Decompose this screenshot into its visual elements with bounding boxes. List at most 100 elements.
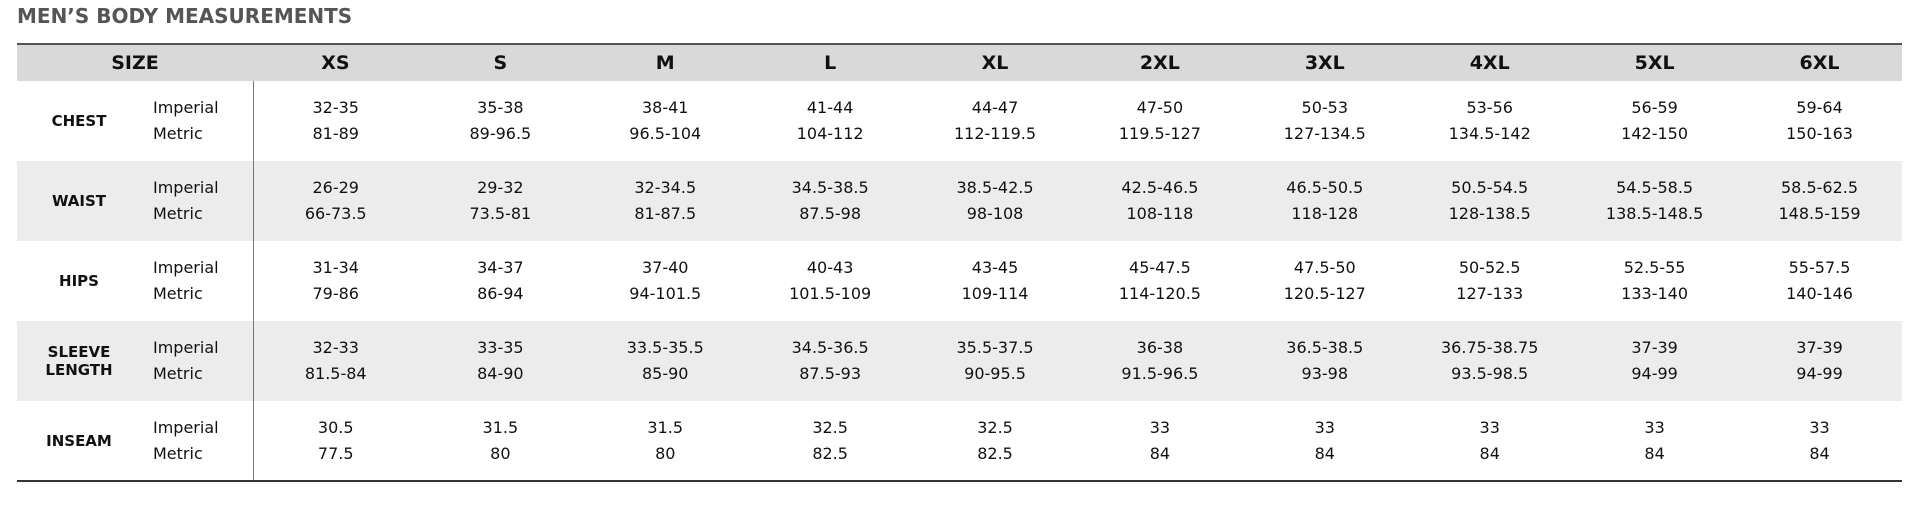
imperial-value: 34.5-36.5 — [791, 338, 869, 357]
value-cell: 32-33 81.5-84 — [253, 321, 418, 401]
metric-value: 127-133 — [1456, 284, 1524, 303]
metric-value: 98-108 — [966, 204, 1024, 223]
value-cell: 34-37 86-94 — [418, 241, 583, 321]
metric-value: 93-98 — [1301, 364, 1349, 383]
value-cell: 32-35 81-89 — [253, 81, 418, 161]
metric-value: 94-101.5 — [629, 284, 702, 303]
metric-value: 120.5-127 — [1283, 284, 1366, 303]
metric-value: 104-112 — [796, 124, 864, 143]
imperial-value: 31-34 — [312, 258, 359, 277]
value-cell: 54.5-58.5 138.5-148.5 — [1572, 161, 1737, 241]
metric-value: 82.5 — [812, 443, 848, 463]
metric-value: 109-114 — [961, 284, 1029, 303]
metric-value: 81.5-84 — [304, 364, 367, 383]
size-label: SIZE — [111, 52, 159, 74]
measure-row: WAIST Imperial Metric 26-29 66-73.5 29-32 73.5… — [17, 161, 1902, 241]
metric-value: 138.5-148.5 — [1605, 204, 1704, 223]
value-cell: 30.5 77.5 — [253, 401, 418, 481]
measure-label: CHEST — [51, 112, 107, 130]
metric-value: 90-95.5 — [964, 364, 1026, 383]
imperial-value: 37-39 — [1631, 338, 1678, 357]
metric-value: 84 — [1149, 443, 1171, 463]
metric-value: 128-138.5 — [1448, 204, 1531, 223]
metric-value: 86-94 — [477, 284, 524, 303]
imperial-value: 50-53 — [1301, 98, 1349, 117]
table-body: CHEST Imperial Metric 32-35 81-89 35-38 89-96.… — [17, 81, 1902, 481]
imperial-value: 52.5-55 — [1623, 258, 1686, 277]
value-cell: 45-47.5 114-120.5 — [1077, 241, 1242, 321]
value-cell: 53-56 134.5-142 — [1407, 81, 1572, 161]
imperial-value: 33-35 — [477, 338, 524, 357]
imperial-value: 34.5-38.5 — [791, 178, 869, 197]
value-cell: 38-41 96.5-104 — [583, 81, 748, 161]
size-header: XS — [321, 52, 350, 74]
unit-cell: Imperial Metric — [141, 81, 254, 161]
metric-value: 101.5-109 — [789, 284, 872, 303]
metric-value: 84 — [1479, 443, 1500, 463]
imperial-value: 32.5 — [812, 417, 848, 437]
metric-value: 81-89 — [312, 124, 359, 143]
size-header: M — [655, 52, 675, 74]
imperial-value: 55-57.5 — [1788, 258, 1851, 277]
metric-value: 84 — [1809, 443, 1830, 463]
unit-cell: Imperial Metric — [141, 161, 254, 241]
metric-value: 84-90 — [477, 364, 524, 383]
value-cell: 33 84 — [1572, 401, 1737, 481]
value-cell: 43-45 109-114 — [913, 241, 1078, 321]
table-head: SIZE XS S M L XL 2XL 3XL 4XL 5XL 6XL — [17, 44, 1902, 81]
metric-value: 84 — [1314, 443, 1335, 463]
metric-value: 108-118 — [1126, 204, 1194, 223]
imperial-value: 31.5 — [482, 417, 519, 437]
imperial-value: 40-43 — [806, 258, 854, 277]
unit-label: Metric — [153, 124, 203, 143]
metric-value: 148.5-159 — [1778, 204, 1861, 223]
value-cell: 58.5-62.5 148.5-159 — [1737, 161, 1902, 241]
value-cell: 47.5-50 120.5-127 — [1242, 241, 1407, 321]
imperial-value: 36.5-38.5 — [1286, 338, 1364, 357]
metric-value: 87.5-98 — [799, 204, 862, 223]
metric-value: 79-86 — [312, 284, 359, 303]
value-cell: 50-53 127-134.5 — [1242, 81, 1407, 161]
value-cell: 33-35 84-90 — [418, 321, 583, 401]
imperial-value: 46.5-50.5 — [1286, 178, 1364, 197]
value-cell: 34.5-38.5 87.5-98 — [748, 161, 913, 241]
value-cell: 32.5 82.5 — [913, 401, 1078, 481]
imperial-value: 37-39 — [1796, 338, 1843, 357]
metric-value: 94-99 — [1796, 364, 1843, 383]
value-cell: 33.5-35.5 85-90 — [583, 321, 748, 401]
unit-cell: Imperial Metric — [141, 241, 254, 321]
value-cell: 52.5-55 133-140 — [1572, 241, 1737, 321]
unit-label: Imperial — [153, 258, 219, 277]
title: MEN’S BODY MEASUREMENTS — [17, 4, 353, 28]
unit-label: Imperial — [153, 338, 219, 357]
imperial-value: 33 — [1479, 417, 1500, 437]
value-cell: 33 84 — [1077, 401, 1242, 481]
size-header: XL — [981, 52, 1009, 74]
imperial-value: 32-33 — [312, 338, 359, 357]
value-cell: 59-64 150-163 — [1737, 81, 1902, 161]
value-cell: 36.5-38.5 93-98 — [1242, 321, 1407, 401]
unit-cell: Imperial Metric — [141, 321, 254, 401]
imperial-value: 29-32 — [477, 178, 524, 197]
unit-label: Metric — [153, 204, 203, 223]
value-cell: 33 84 — [1407, 401, 1572, 481]
metric-value: 140-146 — [1786, 284, 1853, 303]
imperial-value: 38-41 — [641, 98, 689, 117]
metric-value: 84 — [1644, 443, 1665, 463]
metric-value: 94-99 — [1631, 364, 1678, 383]
value-cell: 37-39 94-99 — [1737, 321, 1902, 401]
measure-row: HIPS Imperial Metric 31-34 79-86 34-37 86-94 37… — [17, 241, 1902, 321]
metric-value: 96.5-104 — [629, 124, 702, 143]
metric-value: 93.5-98.5 — [1451, 364, 1529, 383]
metric-value: 81-87.5 — [634, 204, 697, 223]
metric-value: 73.5-81 — [469, 204, 532, 223]
imperial-value: 33 — [1644, 417, 1665, 437]
imperial-value: 37-40 — [641, 258, 689, 277]
metric-value: 118-128 — [1291, 204, 1359, 223]
size-header: 2XL — [1139, 52, 1180, 74]
imperial-value: 32-34.5 — [634, 178, 697, 197]
metric-value: 77.5 — [317, 443, 354, 463]
imperial-value: 34-37 — [477, 258, 524, 277]
value-cell: 50-52.5 127-133 — [1407, 241, 1572, 321]
measure-label: WAIST — [51, 192, 107, 210]
